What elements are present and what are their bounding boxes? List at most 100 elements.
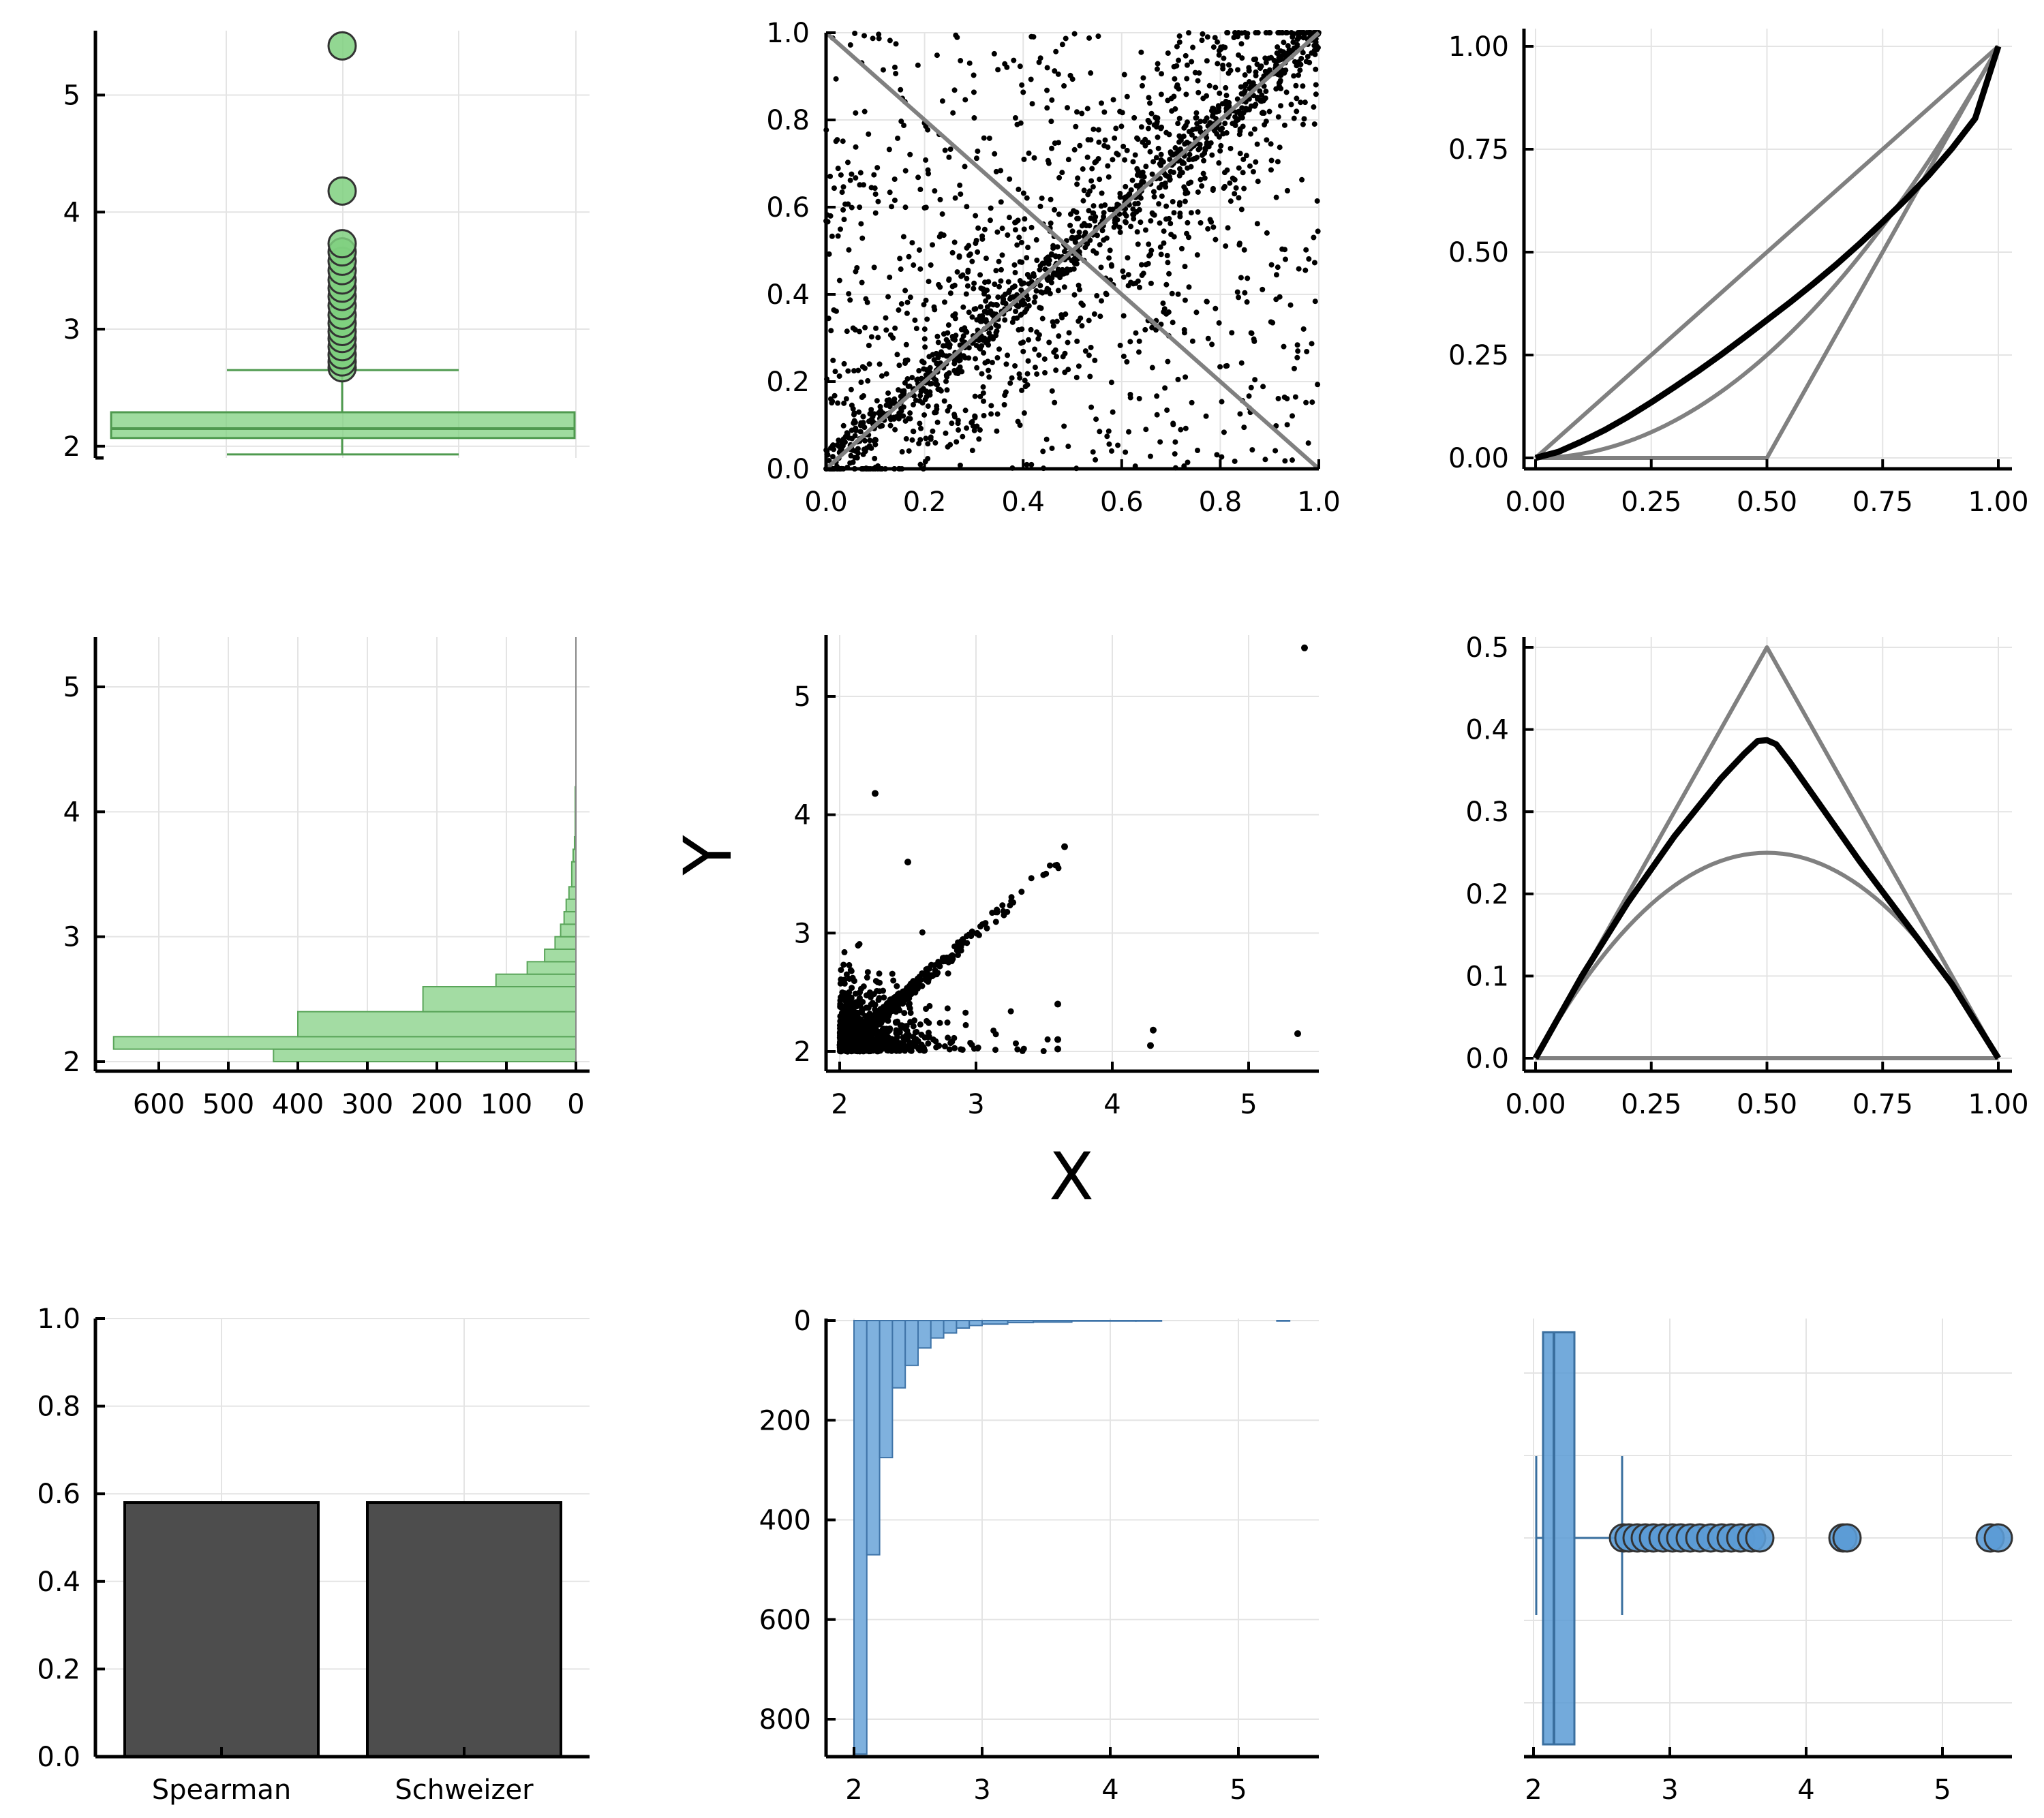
copula-point — [1138, 173, 1144, 179]
copula-point — [993, 333, 999, 339]
copula-point — [1294, 63, 1300, 69]
copula-point — [876, 410, 882, 416]
copula-point — [1080, 166, 1086, 172]
copula-point — [829, 233, 835, 239]
data-point — [852, 990, 859, 997]
copula-point — [1153, 114, 1159, 121]
x-tick-label: 2 — [1525, 1774, 1542, 1806]
copula-point — [1056, 211, 1062, 217]
data-point — [864, 974, 870, 981]
copula-point — [1195, 89, 1202, 95]
copula-point — [1246, 67, 1252, 74]
histogram-bar — [968, 1320, 983, 1327]
copula-point — [1236, 294, 1242, 301]
copula-point — [1007, 380, 1013, 386]
copula-point — [981, 350, 987, 356]
copula-point — [1185, 165, 1191, 171]
copula-point — [1311, 234, 1317, 241]
copula-point — [1133, 330, 1139, 336]
copula-point — [942, 147, 948, 153]
copula-point — [1284, 422, 1290, 428]
copula-point — [1184, 62, 1190, 68]
copula-point — [1221, 185, 1227, 191]
copula-point — [1220, 65, 1226, 72]
copula-point — [928, 262, 934, 268]
copula-point — [834, 442, 840, 448]
copula-point — [902, 204, 909, 211]
copula-point — [1090, 203, 1097, 209]
x-tick-label: 0.6 — [1100, 487, 1144, 518]
data-point — [844, 1044, 851, 1051]
data-point — [1054, 1036, 1061, 1043]
reference-line-lower-bound-W — [825, 31, 1320, 471]
copula-point — [831, 185, 837, 191]
copula-point — [1155, 145, 1161, 151]
data-point — [973, 930, 980, 937]
data-point — [1014, 1046, 1021, 1053]
copula-point — [1263, 59, 1269, 65]
copula-point — [1282, 458, 1288, 464]
copula-point — [1171, 210, 1177, 216]
copula-point — [1050, 323, 1056, 329]
data-point — [960, 939, 967, 946]
copula-point — [1198, 176, 1204, 183]
histogram-bar — [112, 1036, 577, 1050]
copula-point — [879, 422, 885, 429]
copula-point — [1204, 298, 1210, 305]
copula-point — [1053, 367, 1059, 373]
copula-point — [1076, 282, 1082, 288]
copula-point — [853, 144, 859, 150]
copula-point — [1045, 254, 1051, 260]
copula-point — [1114, 151, 1120, 157]
copula-point — [1147, 149, 1153, 155]
copula-point — [1195, 147, 1202, 153]
copula-point — [1212, 35, 1218, 41]
copula-point — [976, 436, 982, 442]
copula-point — [1163, 216, 1169, 222]
copula-point — [1295, 348, 1301, 354]
copula-point — [916, 368, 922, 374]
copula-point — [1243, 153, 1249, 159]
x-tick-label: 0.2 — [903, 487, 947, 518]
copula-point — [994, 355, 1001, 361]
copula-point — [1120, 143, 1127, 149]
data-point — [840, 961, 847, 968]
copula-point — [1275, 264, 1281, 271]
copula-point — [1307, 30, 1313, 35]
copula-point — [930, 428, 936, 434]
copula-point — [1074, 109, 1080, 115]
copula-point — [902, 168, 909, 174]
copula-point — [962, 164, 968, 170]
data-point — [944, 1005, 951, 1012]
copula-point — [896, 363, 902, 369]
copula-point — [1132, 152, 1138, 158]
copula-point — [988, 411, 994, 417]
copula-point — [1090, 184, 1096, 190]
copula-point — [1124, 93, 1130, 99]
copula-point — [1298, 55, 1305, 61]
copula-point — [1043, 436, 1050, 442]
copula-point — [1279, 246, 1285, 252]
outlier-point — [327, 229, 357, 259]
copula-point — [1012, 270, 1018, 276]
data-point — [1150, 1026, 1157, 1034]
copula-point — [1302, 267, 1309, 273]
copula-point — [907, 151, 913, 157]
copula-point — [1200, 170, 1206, 176]
copula-point — [910, 401, 916, 407]
copula-point — [1090, 449, 1096, 455]
copula-point — [998, 278, 1004, 284]
y-tick-label: 3 — [63, 314, 80, 345]
copula-point — [915, 62, 921, 68]
copula-point — [1175, 121, 1181, 127]
copula-point — [975, 249, 981, 255]
copula-point — [1275, 159, 1281, 165]
copula-point — [872, 437, 879, 443]
copula-point — [1204, 58, 1210, 64]
copula-point — [1238, 41, 1245, 47]
copula-point — [1224, 30, 1230, 35]
copula-point — [1183, 190, 1189, 196]
copula-point — [971, 427, 977, 433]
copula-point — [1178, 170, 1184, 176]
data-point — [900, 1034, 906, 1041]
